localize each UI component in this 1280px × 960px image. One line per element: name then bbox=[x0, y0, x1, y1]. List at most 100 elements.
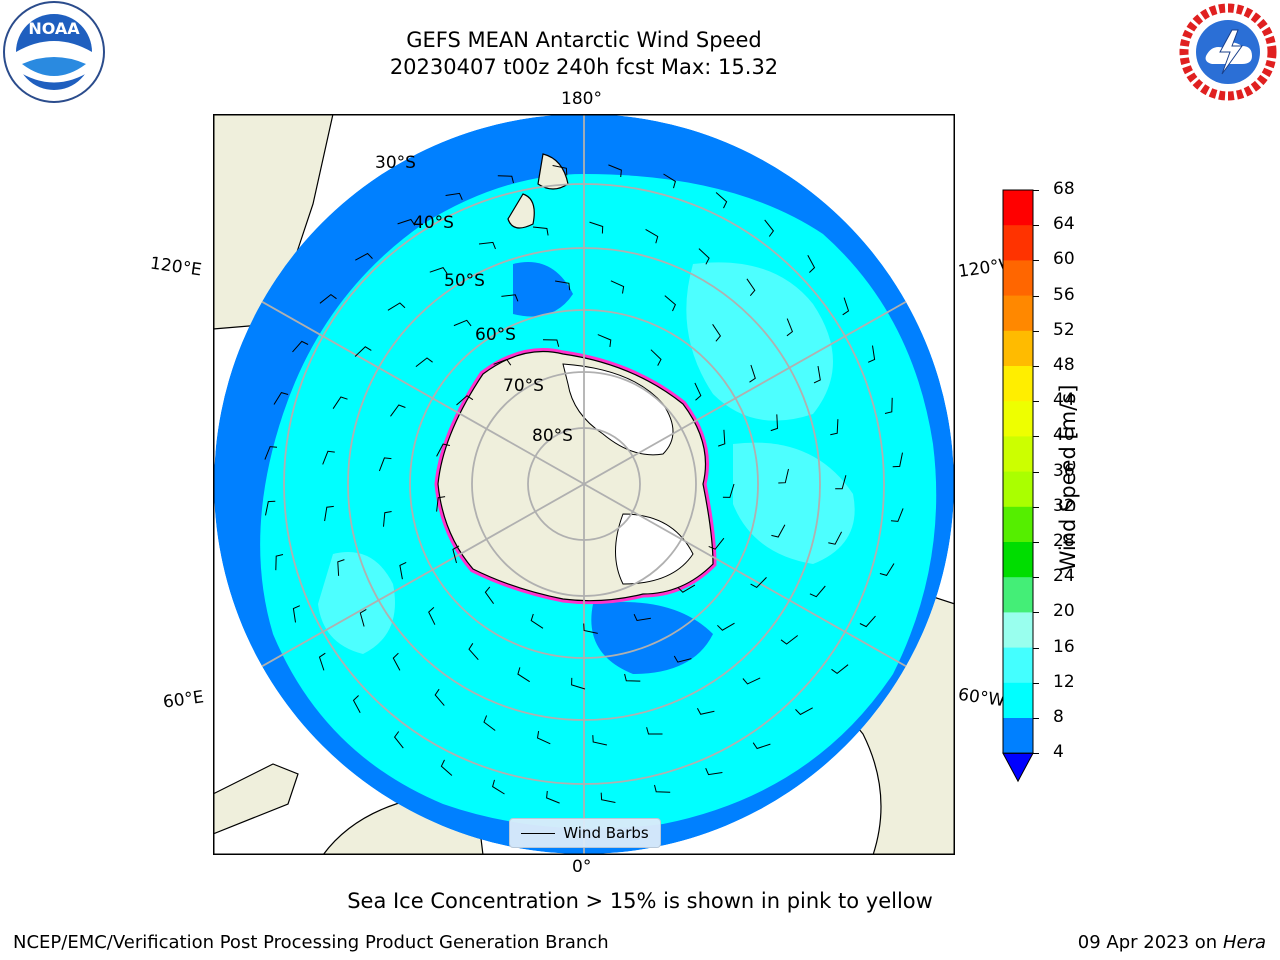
colorbar-tick-label: 8 bbox=[1053, 707, 1064, 727]
colorbar-tick-label: 32 bbox=[1053, 495, 1075, 516]
wind-16-patch bbox=[318, 552, 395, 654]
wind-barb bbox=[705, 767, 723, 776]
legend-label: Wind Barbs bbox=[563, 824, 649, 842]
colorbar-tick-label: 24 bbox=[1053, 566, 1075, 587]
colorbar-tick-label: 16 bbox=[1053, 636, 1075, 657]
wind-barb bbox=[445, 192, 463, 201]
colorbar-segment bbox=[1003, 682, 1033, 719]
wind-barb bbox=[292, 340, 309, 353]
wind-barb bbox=[359, 608, 367, 627]
wind-speed-colorbar bbox=[1002, 189, 1034, 783]
colorbar-tick-mark bbox=[1033, 612, 1039, 614]
wind-barb bbox=[752, 742, 771, 750]
colorbar-segment bbox=[1003, 612, 1033, 649]
wind-barb bbox=[715, 192, 728, 209]
antarctic-map bbox=[213, 114, 955, 855]
wind-barb bbox=[532, 226, 549, 236]
colorbar-tick-mark bbox=[1033, 190, 1039, 191]
wind-barb bbox=[275, 554, 284, 571]
colorbar-label: Wind Speed [m/s] bbox=[1056, 384, 1080, 572]
wind-8-patch bbox=[591, 602, 713, 674]
wind-barb bbox=[492, 779, 505, 795]
lon-label-60e: 60°E bbox=[161, 687, 206, 713]
lon-label-60w: 60°W bbox=[956, 684, 1007, 712]
colorbar-tick-label: 48 bbox=[1053, 355, 1075, 375]
wind-barb bbox=[429, 267, 448, 274]
wind-barb bbox=[778, 468, 789, 484]
wind-barb bbox=[608, 164, 622, 178]
footer-machine: Hera bbox=[1222, 932, 1266, 953]
wind-barb bbox=[633, 613, 651, 622]
wind-barb bbox=[456, 395, 474, 406]
nws-logo bbox=[1178, 2, 1278, 102]
lon-label-180: 180° bbox=[561, 89, 602, 109]
wind-barb bbox=[742, 677, 761, 685]
lon-label-0: 0° bbox=[572, 857, 592, 877]
colorbar-tick-label: 44 bbox=[1053, 390, 1075, 411]
wind-barb-legend-line bbox=[521, 832, 556, 834]
colorbar-tick-label: 60 bbox=[1053, 249, 1075, 270]
colorbar-segment bbox=[1003, 225, 1033, 261]
wind-barb bbox=[517, 667, 530, 683]
colorbar-tick-mark bbox=[1033, 718, 1039, 719]
wind-barb bbox=[397, 218, 416, 226]
colorbar-tick-label: 40 bbox=[1053, 425, 1075, 446]
wind-barb bbox=[542, 339, 560, 347]
wind-barb bbox=[795, 707, 813, 716]
lat-label: 70°S bbox=[503, 376, 544, 396]
colorbar-tick-mark bbox=[1033, 436, 1039, 438]
wind-barb bbox=[809, 585, 826, 598]
colorbar-tick-mark bbox=[1033, 753, 1039, 755]
sea-ice-note: Sea Ice Concentration > 15% is shown in … bbox=[347, 889, 933, 913]
lat-label: 40°S bbox=[413, 213, 454, 233]
wind-barb bbox=[318, 652, 326, 671]
wind-8-patch bbox=[513, 262, 573, 317]
wind-barb bbox=[452, 545, 460, 564]
wind-barb bbox=[807, 255, 816, 273]
colorbar-tick-mark bbox=[1033, 260, 1039, 262]
wind-barb bbox=[664, 295, 677, 312]
colorbar-tick-label: 52 bbox=[1053, 319, 1075, 340]
colorbar-under-triangle bbox=[1002, 752, 1034, 783]
colorbar-tick-mark bbox=[1033, 506, 1039, 508]
wind-barb bbox=[698, 248, 710, 265]
wind-barb bbox=[383, 511, 392, 527]
colorbar-tick-mark bbox=[1033, 401, 1039, 403]
noaa-logo: NOAA bbox=[3, 1, 105, 103]
wind-barb bbox=[770, 414, 779, 432]
colorbar-tick-mark bbox=[1033, 647, 1039, 649]
wind-barb bbox=[273, 392, 289, 405]
footer-right: 09 Apr 2023 on Hera bbox=[1078, 932, 1266, 953]
colorbar-segment bbox=[1003, 718, 1033, 754]
wind-barb bbox=[708, 537, 725, 550]
colorbar-tick-mark bbox=[1033, 330, 1039, 332]
lat-label: 30°S bbox=[375, 153, 416, 173]
colorbar-segment bbox=[1003, 260, 1033, 297]
wind-barb bbox=[378, 457, 392, 472]
wind-barb bbox=[265, 500, 276, 516]
map-legend: Wind Barbs bbox=[509, 818, 661, 848]
wind-barb bbox=[399, 561, 407, 580]
wind-barb bbox=[842, 297, 850, 316]
wind-barb bbox=[673, 655, 692, 663]
colorbar-segment bbox=[1003, 506, 1033, 543]
wind-barb bbox=[830, 419, 839, 436]
wind-barb bbox=[546, 790, 560, 804]
wind-barb bbox=[468, 643, 479, 661]
wind-barb bbox=[786, 318, 794, 337]
wind-barb bbox=[415, 357, 433, 367]
wind-barb bbox=[390, 404, 406, 417]
wind-barb bbox=[831, 664, 849, 675]
colorbar-tick-mark bbox=[1033, 542, 1039, 543]
colorbar-tick-label: 56 bbox=[1053, 284, 1075, 305]
colorbar-tick-label: 20 bbox=[1053, 601, 1075, 622]
colorbar-tick-label: 28 bbox=[1053, 531, 1075, 551]
wind-barb bbox=[677, 584, 696, 593]
wind-barb bbox=[646, 727, 663, 735]
colorbar-tick-mark bbox=[1033, 682, 1039, 684]
wind-barb bbox=[264, 446, 278, 460]
wind-barb bbox=[493, 358, 512, 366]
wind-barb bbox=[484, 586, 495, 604]
wind-barb bbox=[436, 443, 451, 457]
wind-barb bbox=[324, 505, 334, 522]
